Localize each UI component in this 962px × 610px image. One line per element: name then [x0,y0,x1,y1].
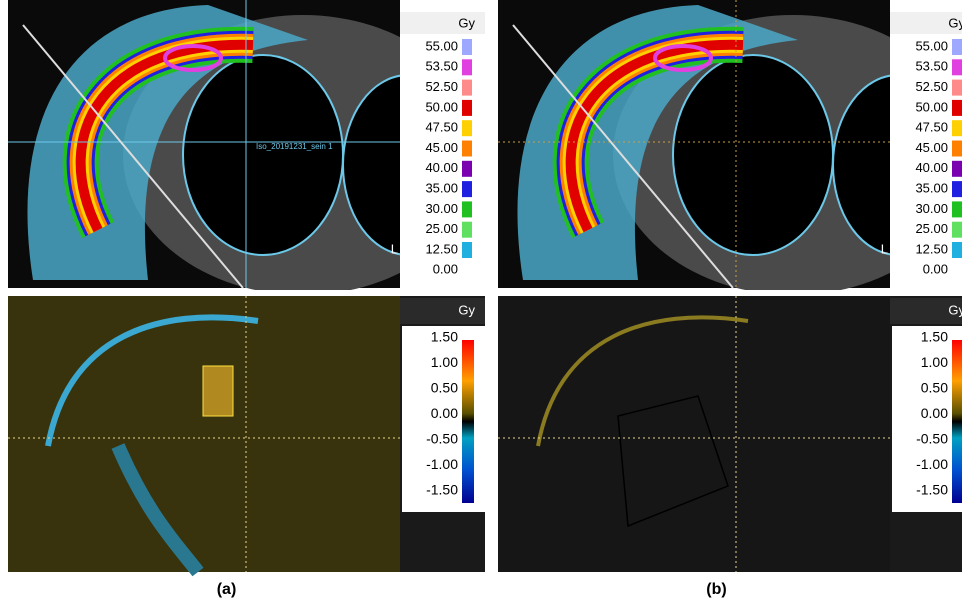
legend-swatch [462,39,472,55]
legend-label: 0.00 [431,405,458,421]
lung [183,55,343,255]
legend-label: 47.50 [425,120,458,135]
legend-label: 0.00 [921,405,948,421]
legend-swatch [462,222,472,238]
color-bar [952,340,962,503]
legend-unit: Gy [458,302,475,317]
legend-swatch [952,201,962,217]
difference-spot [203,366,233,416]
legend-label: -1.00 [916,456,948,472]
legend-swatch [952,120,962,136]
lung [673,55,833,255]
legend-label: 12.50 [425,241,458,256]
legend-label: 12.50 [915,241,948,256]
legend-swatch [462,100,472,116]
legend-label: -1.50 [916,482,948,498]
difference-image [498,296,890,572]
legend-swatch [462,141,472,157]
legend-label: 53.50 [915,59,948,74]
isocenter-label: Iso_20191231_sein 1 [256,142,333,151]
legend-unit: Gy [458,15,475,30]
legend-unit: Gy [948,15,962,30]
legend-label: 40.00 [425,160,458,175]
legend-swatch [462,161,472,177]
legend-label: 53.50 [425,59,458,74]
color-bar [462,340,474,503]
legend-swatch [952,222,962,238]
legend-label: 55.00 [425,38,458,53]
legend-label: 25.00 [915,221,948,236]
legend-swatch [952,181,962,197]
legend-swatch [952,80,962,96]
legend-label: 50.00 [425,99,458,114]
legend-label: 30.00 [425,201,458,216]
legend-label: -0.50 [426,431,458,447]
legend-label: 1.00 [921,354,948,370]
legend-swatch [462,120,472,136]
legend-label: -0.50 [916,431,948,447]
panel-caption: (b) [706,581,726,598]
legend-label: -1.50 [426,482,458,498]
legend-marker: L [391,241,398,256]
legend-label: 25.00 [425,221,458,236]
legend-swatch [952,161,962,177]
legend-label: 30.00 [915,201,948,216]
legend-label: 55.00 [915,38,948,53]
legend-swatch [952,59,962,75]
legend-label: 45.00 [915,140,948,155]
legend-label: 0.00 [923,262,948,277]
panel-caption: (a) [217,581,237,598]
legend-label: 1.50 [431,329,458,345]
legend-label: 35.00 [915,181,948,196]
figure: Iso_20191231_sein 1Gy55.0053.5052.5050.0… [0,0,962,605]
legend-label: 52.50 [915,79,948,94]
legend-unit: Gy [948,302,962,317]
difference-image [8,296,400,572]
legend-label: 1.00 [431,354,458,370]
legend-swatch [952,141,962,157]
legend-label: 0.00 [433,262,458,277]
legend-label: 0.50 [921,380,948,396]
legend-label: 1.50 [921,329,948,345]
legend-swatch [952,39,962,55]
legend-swatch [462,201,472,217]
legend-label: 50.00 [915,99,948,114]
legend-swatch [462,181,472,197]
legend-swatch [952,242,962,258]
legend-label: 0.50 [431,380,458,396]
legend-swatch [462,80,472,96]
legend-label: -1.00 [426,456,458,472]
legend-label: 45.00 [425,140,458,155]
legend-label: 52.50 [425,79,458,94]
legend-label: 40.00 [915,160,948,175]
legend-label: 47.50 [915,120,948,135]
panel: Iso_20191231_sein 1Gy55.0053.5052.5050.0… [8,0,485,598]
legend-swatch [462,242,472,258]
legend-swatch [462,59,472,75]
panel: Gy55.0053.5052.5050.0047.5045.0040.0035.… [498,0,962,598]
legend-marker: L [881,241,888,256]
legend-swatch [952,100,962,116]
legend-label: 35.00 [425,181,458,196]
